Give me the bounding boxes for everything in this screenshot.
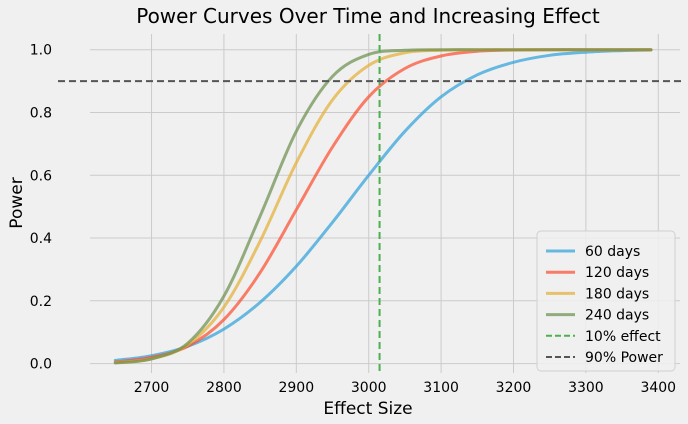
legend-label: 180 days (585, 286, 649, 302)
x-tick-label: 2900 (278, 380, 314, 396)
y-tick-labels: 0.0 0.2 0.4 0.6 0.8 1.0 (30, 43, 52, 373)
legend-box (536, 230, 676, 372)
x-tick-label: 2800 (206, 380, 242, 396)
x-tick-label: 3200 (496, 380, 532, 396)
y-axis-label: Power (7, 177, 27, 228)
x-tick-labels: 2700 2800 2900 3000 3100 3200 3300 3400 (134, 380, 676, 396)
y-tick-label: 0.8 (30, 105, 52, 121)
reference-lines (58, 34, 685, 373)
x-axis-label: Effect Size (323, 399, 412, 419)
y-tick-label: 1.0 (30, 43, 52, 59)
y-tick-label: 0.2 (30, 294, 52, 310)
legend-label: 90% Power (585, 350, 663, 366)
y-tick-label: 0.4 (30, 231, 52, 247)
series-line-4 (113, 48, 653, 365)
y-tick-label: 0.0 (30, 357, 52, 373)
series-line-1 (113, 48, 653, 362)
x-tick-label: 2700 (134, 380, 170, 396)
legend-label: 240 days (585, 308, 649, 324)
x-tick-label: 3400 (640, 380, 676, 396)
legend-label: 10% effect (585, 329, 661, 345)
legend-label: 60 days (585, 244, 640, 260)
legend-label: 120 days (585, 265, 649, 281)
chart-title: Power Curves Over Time and Increasing Ef… (136, 4, 600, 28)
x-tick-label: 3100 (423, 380, 459, 396)
series-lines (113, 48, 653, 365)
legend: 60 days 120 days 180 days 240 days 10% effec… (536, 230, 676, 372)
y-tick-label: 0.6 (30, 168, 52, 184)
x-tick-label: 3300 (568, 380, 604, 396)
x-tick-label: 3000 (351, 380, 387, 396)
